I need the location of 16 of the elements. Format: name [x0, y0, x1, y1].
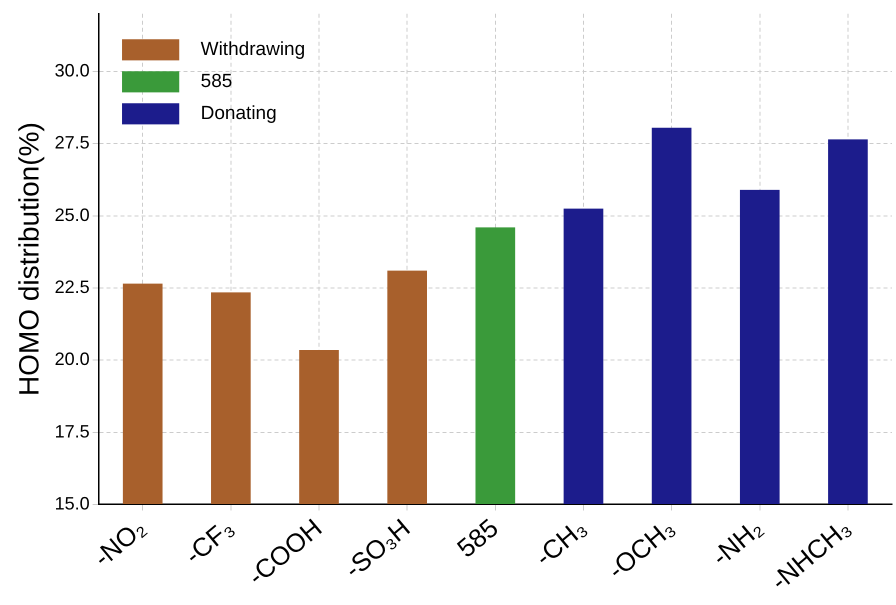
x-tick-label: 585 — [451, 512, 504, 564]
x-tick-label: -NO₂ — [88, 512, 152, 573]
y-tick-label: 15.0 — [54, 493, 90, 514]
y-tick-label: 17.5 — [54, 421, 90, 442]
y-tick-label: 27.5 — [54, 132, 90, 153]
legend-label: Donating — [200, 103, 277, 124]
y-tick-label: 22.5 — [54, 276, 90, 297]
x-tick-label: -CH₃ — [529, 512, 592, 572]
y-tick-label: 25.0 — [54, 204, 90, 225]
legend-label: Withdrawing — [200, 39, 306, 60]
x-tick-label: -CF₃ — [178, 512, 240, 570]
x-tick-label: -NH₂ — [706, 512, 768, 572]
legend-label: 585 — [200, 71, 232, 92]
y-tick-label: 20.0 — [54, 349, 90, 370]
y-tick-label: 30.0 — [54, 60, 90, 80]
y-axis-title: HOMO distribution(%) — [14, 122, 45, 396]
